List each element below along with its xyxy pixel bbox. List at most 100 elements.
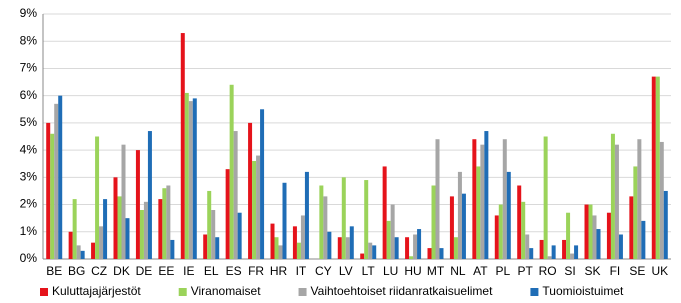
bar	[405, 237, 410, 259]
bar	[562, 239, 567, 259]
bar	[300, 215, 305, 259]
bar	[551, 245, 556, 259]
bar	[103, 199, 108, 259]
bar	[588, 204, 593, 259]
bar	[147, 131, 152, 259]
x-tick-label: SE	[629, 264, 645, 278]
bar	[368, 242, 373, 259]
x-tick-label: IT	[296, 264, 307, 278]
bar	[143, 201, 148, 259]
y-tick-label: 3%	[20, 170, 38, 184]
y-tick-label: 8%	[20, 33, 38, 47]
bar	[207, 190, 212, 259]
bar	[529, 248, 534, 259]
bar	[547, 256, 552, 259]
bar	[203, 234, 208, 259]
bar	[584, 204, 589, 259]
bar	[413, 234, 418, 259]
bar	[345, 237, 350, 259]
bar	[409, 256, 414, 259]
bar	[319, 185, 324, 259]
bar	[296, 242, 301, 259]
bar	[517, 185, 522, 259]
bar	[274, 237, 279, 259]
legend-label: Viranomaiset	[191, 284, 261, 298]
bar	[382, 166, 387, 259]
bar	[484, 131, 489, 259]
bar	[215, 237, 220, 259]
bar	[386, 220, 391, 259]
bar	[618, 234, 623, 259]
y-tick-label: 5%	[20, 115, 38, 129]
x-tick-label: LV	[339, 264, 353, 278]
bar	[472, 139, 477, 259]
x-tick-label: DK	[113, 264, 130, 278]
bar	[521, 201, 526, 259]
x-tick-label: NL	[450, 264, 466, 278]
legend-label: Kuluttajajärjestöt	[52, 284, 141, 298]
bar	[637, 139, 642, 259]
bar	[390, 204, 395, 259]
bar	[180, 33, 185, 259]
legend-label: Tuomioistuimet	[542, 284, 624, 298]
bar	[439, 248, 444, 259]
bar	[435, 139, 440, 259]
bar	[629, 196, 634, 259]
bar	[480, 144, 485, 259]
bar	[135, 150, 140, 259]
bar	[596, 229, 601, 259]
bar	[166, 185, 171, 259]
y-tick-label: 4%	[20, 142, 38, 156]
bar	[76, 245, 81, 259]
x-tick-label: UK	[651, 264, 668, 278]
bar	[304, 171, 309, 259]
x-tick-label: CZ	[91, 264, 107, 278]
bar	[72, 199, 77, 259]
bar	[117, 196, 122, 259]
x-tick-label: BG	[68, 264, 85, 278]
bar	[502, 139, 507, 259]
x-tick-label: PT	[518, 264, 534, 278]
bar	[606, 212, 611, 259]
bar	[525, 234, 530, 259]
x-tick-label: LU	[383, 264, 398, 278]
x-tick-label: AT	[473, 264, 488, 278]
x-tick-label: ES	[226, 264, 242, 278]
bar	[327, 231, 332, 259]
x-tick-label: HR	[270, 264, 288, 278]
bar	[633, 166, 638, 259]
bar	[225, 169, 230, 259]
bar	[659, 141, 664, 259]
bar	[341, 177, 346, 259]
bar	[270, 223, 275, 259]
bar	[233, 131, 238, 259]
bar	[461, 193, 466, 259]
x-tick-label: LT	[362, 264, 376, 278]
bar	[417, 229, 422, 259]
bar	[211, 210, 216, 259]
legend-swatch	[178, 288, 187, 296]
bar	[337, 237, 342, 259]
bar	[592, 215, 597, 259]
bar	[91, 242, 96, 259]
y-tick-label: 6%	[20, 88, 38, 102]
y-tick-label: 9%	[20, 6, 38, 20]
legend-swatch	[40, 288, 48, 296]
bar	[139, 210, 144, 259]
bar	[494, 215, 499, 259]
bar	[278, 245, 283, 259]
bar	[574, 245, 579, 259]
bar	[349, 226, 354, 259]
bar	[655, 76, 660, 259]
x-tick-label: BE	[46, 264, 62, 278]
x-tick-label: HU	[404, 264, 421, 278]
bar	[292, 226, 297, 259]
bar	[427, 248, 432, 259]
bar	[80, 250, 85, 259]
legend-swatch	[298, 288, 307, 296]
bar	[449, 196, 454, 259]
bar	[252, 161, 257, 259]
bar	[68, 231, 73, 259]
bar	[566, 212, 571, 259]
bar	[248, 122, 253, 259]
